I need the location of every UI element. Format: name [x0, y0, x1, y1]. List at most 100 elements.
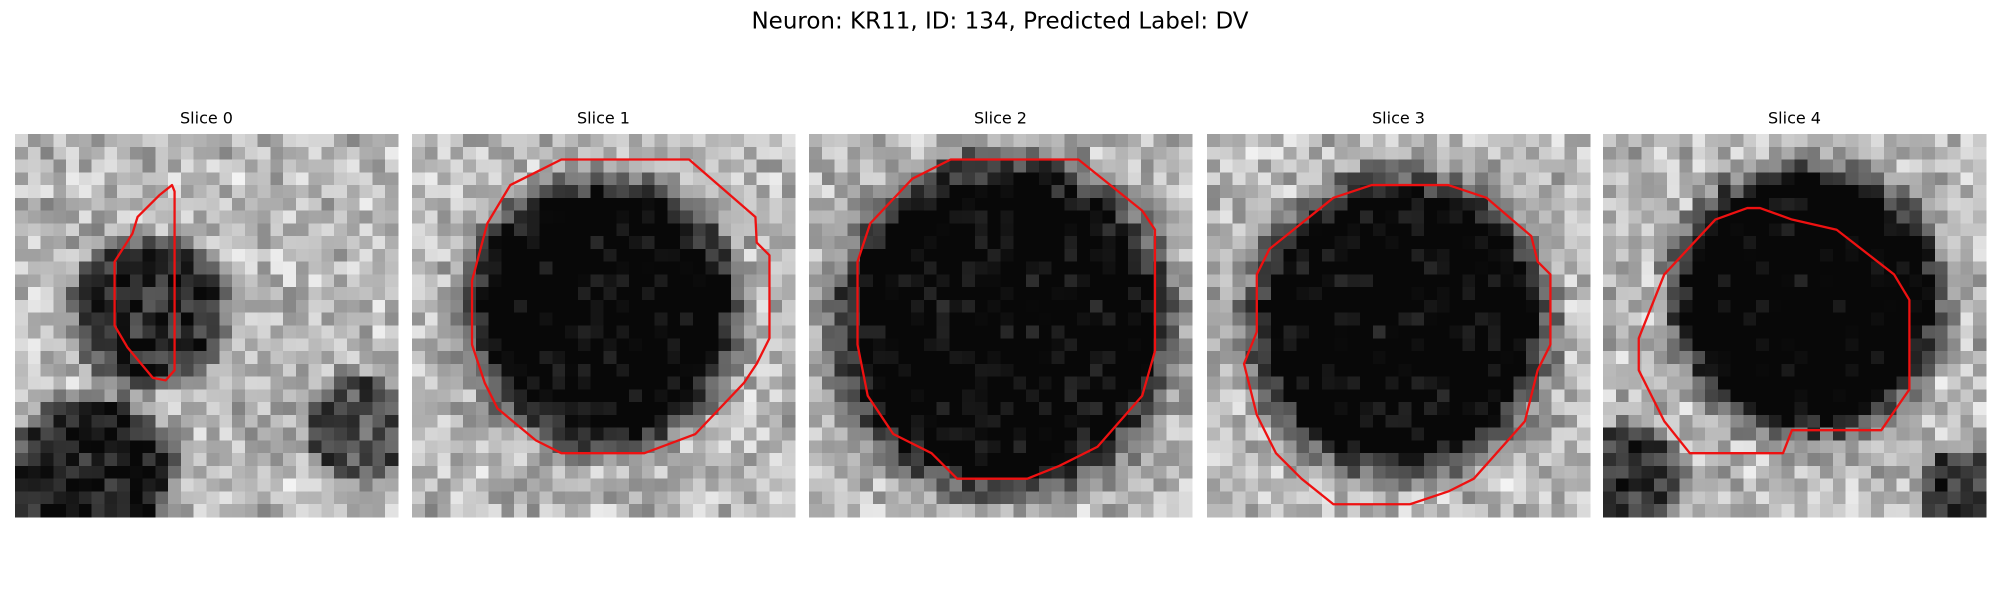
pixel — [117, 223, 131, 237]
pixel — [1411, 453, 1425, 467]
pixel — [180, 312, 195, 327]
pixel — [1858, 146, 1872, 161]
pixel — [1219, 491, 1234, 505]
pixel — [911, 338, 925, 352]
pixel — [809, 478, 823, 492]
pixel — [117, 287, 131, 301]
pixel — [450, 363, 464, 378]
pixel — [552, 491, 566, 505]
pixel — [1832, 159, 1847, 173]
pixel — [193, 134, 208, 148]
pixel — [552, 402, 566, 416]
pixel — [412, 236, 426, 250]
pixel — [603, 312, 617, 327]
pixel — [565, 453, 579, 467]
pixel — [1385, 453, 1400, 467]
pixel — [1360, 453, 1374, 467]
pixel — [1794, 261, 1808, 275]
pixel — [1934, 338, 1949, 352]
pixel — [1973, 414, 1987, 429]
pixel — [1551, 287, 1565, 301]
pixel — [1654, 172, 1668, 186]
pixel — [936, 504, 950, 518]
pixel — [641, 325, 656, 339]
pixel — [1526, 491, 1540, 505]
pixel — [450, 197, 464, 212]
pixel — [590, 248, 605, 263]
pixel — [1051, 197, 1065, 212]
pixel — [1934, 402, 1949, 416]
pixel — [91, 299, 105, 314]
pixel — [283, 504, 297, 518]
pixel — [53, 299, 67, 314]
pixel — [577, 402, 592, 416]
pixel — [680, 312, 694, 327]
pixel — [1051, 134, 1065, 148]
pixel — [1283, 504, 1297, 518]
pixel — [1398, 312, 1412, 327]
pixel — [346, 223, 361, 237]
pixel — [308, 465, 322, 480]
pixel — [1858, 363, 1872, 378]
pixel — [1628, 210, 1642, 224]
pixel — [206, 363, 220, 378]
pixel — [117, 312, 131, 327]
pixel — [1102, 210, 1116, 224]
pixel — [193, 146, 208, 161]
pixel — [244, 478, 259, 492]
pixel — [1424, 210, 1438, 224]
pixel — [1781, 478, 1796, 492]
pixel — [1551, 363, 1565, 378]
pixel — [1487, 299, 1502, 314]
pixel — [40, 414, 54, 429]
pixel — [1871, 478, 1885, 492]
pixel — [1654, 440, 1668, 454]
pixel — [1347, 376, 1361, 390]
pixel — [1871, 197, 1885, 212]
pixel — [847, 440, 861, 454]
pixel — [142, 440, 156, 454]
pixel — [1743, 453, 1757, 467]
pixel — [1398, 363, 1412, 378]
pixel — [1140, 453, 1155, 467]
pixel — [1692, 325, 1706, 339]
pixel — [1743, 312, 1757, 327]
pixel — [769, 363, 783, 378]
pixel — [244, 312, 259, 327]
pixel — [1102, 402, 1116, 416]
pixel — [1896, 197, 1910, 212]
pixel — [629, 363, 643, 378]
pixel — [66, 146, 80, 161]
pixel — [257, 146, 271, 161]
pixel — [1089, 338, 1104, 352]
pixel — [1641, 134, 1655, 148]
pixel — [1360, 172, 1374, 186]
pixel — [193, 261, 208, 275]
pixel — [1794, 146, 1808, 161]
pixel — [911, 197, 925, 212]
pixel — [603, 338, 617, 352]
pixel — [346, 185, 361, 199]
pixel — [501, 197, 515, 212]
pixel — [501, 236, 515, 250]
pixel — [769, 351, 783, 365]
pixel — [193, 248, 208, 263]
pixel — [168, 465, 182, 480]
pixel — [1398, 453, 1412, 467]
pixel — [1717, 134, 1732, 148]
pixel — [1064, 491, 1078, 505]
pixel — [629, 465, 643, 480]
pixel — [1372, 287, 1387, 301]
pixel — [514, 325, 528, 339]
pixel — [616, 389, 630, 403]
pixel — [616, 325, 630, 339]
pixel — [577, 197, 592, 212]
pixel — [1296, 491, 1310, 505]
pixel — [962, 427, 976, 441]
pixel — [1973, 197, 1987, 212]
pixel — [385, 236, 399, 250]
pixel — [667, 274, 681, 288]
pixel — [1077, 427, 1091, 441]
pixel — [1115, 146, 1129, 161]
pixel — [654, 351, 668, 365]
